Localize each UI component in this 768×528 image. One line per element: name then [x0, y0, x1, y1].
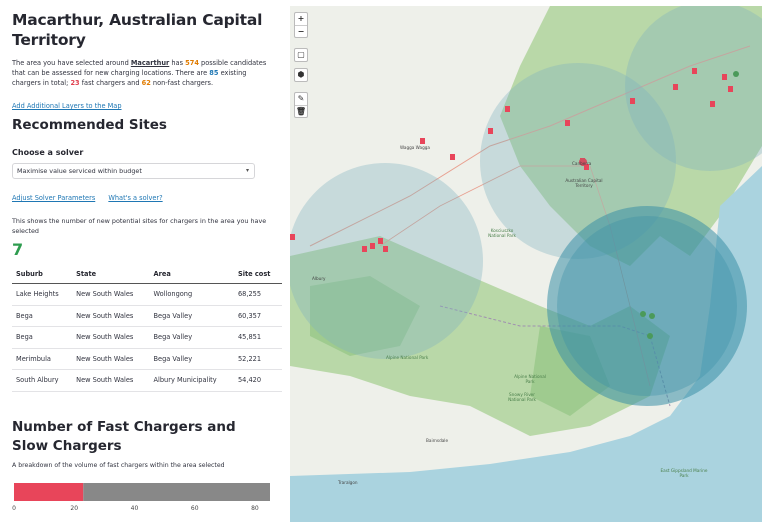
- table-cell: New South Wales: [72, 305, 150, 327]
- map-panel[interactable]: + − ▢ ⬢ ✎ 🗑 Wagga Wagga Canberra Austral…: [290, 6, 762, 522]
- table-row: South Albury New South Wales Albury Muni…: [12, 369, 282, 392]
- table-row: Lake Heights New South Wales Wollongong …: [12, 283, 282, 306]
- table-row: Bega New South Wales Bega Valley 60,357: [12, 305, 282, 327]
- sites-count: 7: [12, 240, 24, 259]
- solver-select-value: Maximise value serviced within budget: [17, 167, 142, 175]
- map-label-east-gippsland: East Gippsland Marine Park: [660, 468, 708, 478]
- x-tick-label: 0: [12, 505, 16, 512]
- x-tick-label: 40: [131, 505, 139, 512]
- intro-text: existing chargers in total;: [12, 69, 247, 87]
- map-label-snowy: Snowy River National Park: [508, 392, 536, 402]
- table-cell: Merimbula: [12, 348, 73, 370]
- x-tick-label: 20: [70, 505, 78, 512]
- zoom-control: + −: [294, 12, 308, 38]
- map-label-canberra: Canberra: [572, 161, 592, 166]
- area-name: Macarthur: [130, 59, 170, 67]
- zoom-in-button[interactable]: +: [297, 14, 305, 23]
- draw-rectangle-icon[interactable]: ▢: [297, 50, 305, 59]
- page-title: Macarthur, Australian Capital Territory: [12, 11, 263, 49]
- existing-charger-count: 85: [209, 69, 219, 77]
- table-cell: 54,420: [233, 369, 282, 392]
- map-label-traralgon: Traralgon: [338, 480, 358, 485]
- candidate-count: 574: [185, 59, 199, 67]
- fast-charger-count: 23: [70, 79, 80, 87]
- table-cell: Bega Valley: [149, 326, 234, 349]
- draw-toolbar: ▢: [294, 48, 308, 62]
- table-cell: New South Wales: [72, 326, 150, 349]
- solver-label: Choose a solver: [12, 148, 84, 157]
- map-canvas[interactable]: [290, 6, 762, 522]
- sites-table: Suburb State Area Site cost Lake Heights…: [12, 266, 282, 392]
- table-cell: New South Wales: [72, 283, 150, 306]
- nonfast-charger-count: 62: [141, 79, 151, 87]
- table-cell: 60,357: [233, 305, 282, 327]
- table-row: Bega New South Wales Bega Valley 45,851: [12, 326, 282, 349]
- table-cell: Bega: [12, 326, 73, 349]
- whats-solver-link[interactable]: What's a solver?: [108, 194, 163, 202]
- chart-description: A breakdown of the volume of fast charge…: [12, 461, 225, 469]
- table-cell: Wollongong: [149, 283, 234, 306]
- table-cell: South Albury: [12, 369, 73, 392]
- bar-segment-fast: [14, 483, 84, 501]
- intro-text: has: [169, 59, 186, 67]
- intro-text: The area you have selected around: [12, 59, 131, 67]
- charger-bar-chart: 0 20 40 60 80: [12, 483, 270, 512]
- edit-icon[interactable]: ✎: [297, 94, 305, 103]
- recommended-sites-heading: Recommended Sites: [12, 117, 167, 133]
- x-tick-label: 80: [251, 505, 259, 512]
- left-panel: Macarthur, Australian Capital Territory …: [0, 0, 286, 528]
- intro-paragraph: The area you have selected around Macart…: [12, 58, 274, 88]
- intro-text: fast chargers and: [79, 79, 142, 87]
- map-label-act: Australian Capital Territory: [565, 178, 603, 188]
- draw-toolbar-2: ⬢: [294, 68, 308, 82]
- map-label-alpine-2: Alpine National Park: [514, 374, 546, 384]
- sites-description: This shows the number of new potential s…: [12, 217, 267, 235]
- table-cell: New South Wales: [72, 348, 150, 370]
- column-header[interactable]: Area: [149, 266, 234, 284]
- column-header[interactable]: State: [72, 266, 150, 284]
- column-header[interactable]: Site cost: [233, 266, 282, 284]
- map-label-kosciuszko: Kosciuszko National Park: [488, 228, 516, 238]
- map-label-albury: Albury: [312, 276, 326, 281]
- table-cell: 68,255: [233, 283, 282, 306]
- adjust-solver-link[interactable]: Adjust Solver Parameters: [12, 194, 96, 202]
- intro-text: non-fast chargers.: [150, 79, 214, 87]
- column-header[interactable]: Suburb: [12, 266, 73, 284]
- intro-text: possible candidates that can be assessed…: [12, 59, 267, 77]
- table-cell: 52,221: [233, 348, 282, 370]
- table-row: Merimbula New South Wales Bega Valley 52…: [12, 348, 282, 370]
- map-label-alpine-1: Alpine National Park: [386, 355, 429, 360]
- map-label-wagga: Wagga Wagga: [400, 145, 430, 150]
- solver-select[interactable]: Maximise value serviced within budget ▾: [12, 163, 255, 179]
- zoom-out-button[interactable]: −: [295, 25, 307, 37]
- add-layers-link[interactable]: Add Additional Layers to the Map: [12, 102, 122, 110]
- table-cell: Bega: [12, 305, 73, 327]
- table-cell: Lake Heights: [12, 283, 73, 306]
- trash-icon[interactable]: 🗑: [295, 105, 307, 116]
- edit-toolbar: ✎ 🗑: [294, 92, 308, 118]
- table-cell: Bega Valley: [149, 305, 234, 327]
- chevron-down-icon: ▾: [245, 167, 249, 174]
- map-label-bairnsdale: Bairnsdale: [426, 438, 449, 443]
- bar-segment-slow: [83, 483, 270, 501]
- draw-polygon-icon[interactable]: ⬢: [297, 70, 305, 79]
- table-cell: Bega Valley: [149, 348, 234, 370]
- table-cell: New South Wales: [72, 369, 150, 392]
- table-cell: 45,851: [233, 326, 282, 349]
- x-tick-label: 60: [191, 505, 199, 512]
- table-header-row: Suburb State Area Site cost: [12, 266, 282, 284]
- table-cell: Albury Municipality: [149, 369, 234, 392]
- chart-heading: Number of Fast Chargers and Slow Charger…: [12, 418, 236, 454]
